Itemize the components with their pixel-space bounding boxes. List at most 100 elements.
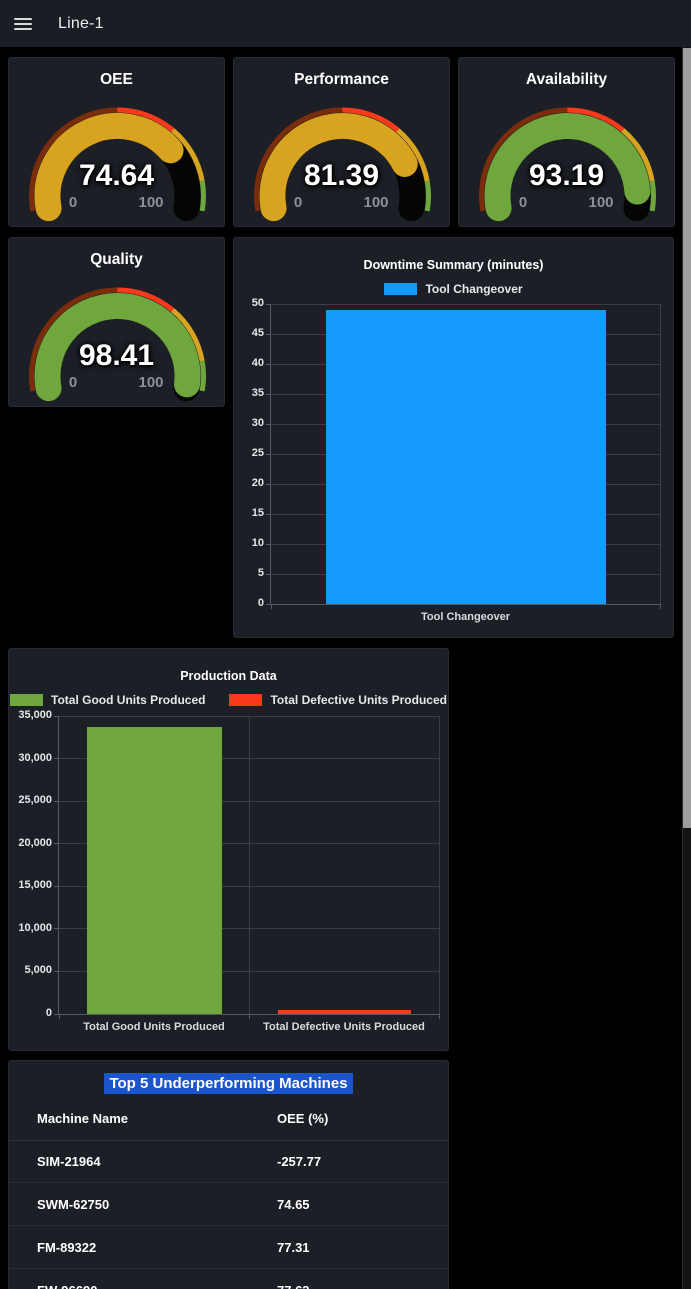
tick-mark: [266, 333, 271, 335]
y-tick-label: 10: [251, 537, 264, 549]
chart-title[interactable]: Downtime Summary (minutes): [363, 258, 544, 272]
bar-total-defective-units-produced[interactable]: [277, 1009, 411, 1014]
y-tick-label: 20,000: [18, 836, 52, 849]
table-header-row: Machine Name OEE (%): [9, 1097, 448, 1141]
y-tick-label: 25: [251, 447, 264, 459]
panel-title[interactable]: OEE: [100, 71, 133, 88]
legend-item-total-good-units-produced[interactable]: Total Good Units Produced: [10, 693, 205, 707]
x-axis: [270, 604, 660, 605]
panel-title[interactable]: Availability: [525, 71, 608, 88]
gauge-max-label: 100: [588, 194, 614, 211]
legend-item-total-defective-units-produced[interactable]: Total Defective Units Produced: [229, 693, 447, 707]
tick-mark: [54, 1013, 59, 1015]
panel-title[interactable]: Quality: [90, 251, 143, 268]
tick-mark: [266, 303, 271, 305]
column-header-oee: OEE (%): [277, 1111, 329, 1126]
tick-mark: [266, 393, 271, 395]
gridline: [271, 303, 660, 305]
y-tick-label: 20: [251, 477, 264, 489]
gauge-max-label: 100: [363, 194, 389, 211]
tick-mark: [54, 970, 59, 972]
chart-legend: Tool Changeover: [234, 282, 673, 296]
tick-mark: [58, 1014, 60, 1019]
tick-mark: [266, 543, 271, 545]
legend-swatch: [384, 283, 418, 295]
scrollbar-track[interactable]: [682, 47, 691, 1289]
gridline: [248, 716, 250, 1014]
oee-value-cell: 74.65: [277, 1196, 310, 1212]
tick-mark: [266, 603, 271, 605]
machine-name-cell: SWM-62750: [37, 1196, 110, 1212]
scrollbar-thumb[interactable]: [683, 48, 691, 828]
y-tick-label: 15: [251, 507, 264, 519]
tick-mark: [266, 423, 271, 425]
tick-mark: [54, 715, 59, 717]
gauge-value: 93.19: [528, 159, 605, 192]
legend-label: Tool Changeover: [425, 282, 523, 296]
tick-mark: [438, 1014, 440, 1019]
x-category-label: Total Defective Units Produced: [263, 1021, 425, 1033]
chart-title[interactable]: Production Data: [180, 669, 277, 683]
tick-mark: [266, 453, 271, 455]
table-body: SIM-21964 -257.77 SWM-62750 74.65 FM-89322 77…: [9, 1140, 448, 1289]
x-category-label: Tool Changeover: [420, 611, 511, 623]
y-tick-label: 5,000: [24, 964, 52, 977]
y-axis: [58, 716, 59, 1015]
y-tick-label: 35: [251, 387, 264, 399]
panel-oee-gauge: OEE 74.64 0 100: [8, 57, 225, 227]
y-tick-label: 30: [251, 417, 264, 429]
x-category-label: Total Good Units Produced: [83, 1021, 225, 1033]
oee-value-cell: -257.77: [277, 1153, 322, 1169]
y-tick-label: 0: [45, 1007, 52, 1019]
gauge-min-label: 0: [518, 194, 528, 211]
legend-item-tool-changeover[interactable]: Tool Changeover: [384, 282, 523, 296]
bar-total-good-units-produced[interactable]: [86, 727, 222, 1014]
dashboard-title: Line-1: [58, 14, 104, 32]
oee-gauge: 74.64 0 100: [9, 58, 224, 226]
tick-mark: [54, 885, 59, 887]
tick-mark: [248, 1014, 250, 1019]
performance-gauge: 81.39 0 100: [234, 58, 449, 226]
tick-mark: [54, 843, 59, 845]
panel-production-chart: Production Data Total Good Units Produce…: [8, 648, 449, 1051]
table-row-fm-89322: FM-89322 77.31: [9, 1226, 448, 1269]
legend-label: Total Good Units Produced: [51, 693, 206, 707]
gauge-min-label: 0: [293, 194, 303, 211]
column-header-machine-name: Machine Name: [37, 1111, 129, 1126]
bar-tool-changeover[interactable]: [325, 310, 606, 604]
legend-label: Total Defective Units Produced: [270, 693, 447, 707]
y-tick-label: 50: [251, 297, 264, 309]
gauge-value: 81.39: [303, 159, 380, 192]
y-tick-label: 40: [251, 357, 264, 369]
y-tick-label: 35,000: [18, 709, 52, 721]
panel-quality-gauge: Quality 98.41 0 100: [8, 237, 225, 407]
y-tick-label: 30,000: [18, 751, 52, 764]
tick-mark: [266, 363, 271, 365]
panel-downtime-chart: Downtime Summary (minutes) Tool Changeov…: [233, 237, 674, 638]
y-tick-label: 5: [257, 567, 264, 579]
machine-name-cell: SIM-21964: [37, 1153, 101, 1169]
oee-value-cell: 77.31: [277, 1239, 310, 1255]
gridline: [438, 716, 440, 1014]
tick-mark: [54, 928, 59, 930]
availability-gauge: 93.19 0 100: [459, 58, 674, 226]
y-tick-label: 10,000: [18, 921, 52, 934]
y-tick-label: 25,000: [18, 794, 52, 807]
panel-availability-gauge: Availability 93.19 0 100: [458, 57, 675, 227]
panel-title[interactable]: Performance: [294, 71, 389, 88]
legend-swatch: [229, 694, 263, 706]
gauge-value: 98.41: [78, 339, 155, 372]
table-title-wrap: Top 5 Underperforming Machines: [9, 1073, 448, 1094]
tick-mark: [266, 483, 271, 485]
gauge-arc: [29, 287, 206, 402]
gauge-value: 74.64: [78, 159, 155, 192]
y-tick-label: 15,000: [18, 879, 52, 892]
app-header: Line-1: [0, 0, 691, 47]
table-row-fw-96690: FW-96690 77.63: [9, 1269, 448, 1289]
machine-name-cell: FW-96690: [37, 1269, 97, 1289]
menu-icon[interactable]: [14, 15, 32, 33]
tick-mark: [270, 604, 272, 609]
panel-performance-gauge: Performance 81.39 0 100: [233, 57, 450, 227]
table-row-sim-21964: SIM-21964 -257.77: [9, 1140, 448, 1183]
